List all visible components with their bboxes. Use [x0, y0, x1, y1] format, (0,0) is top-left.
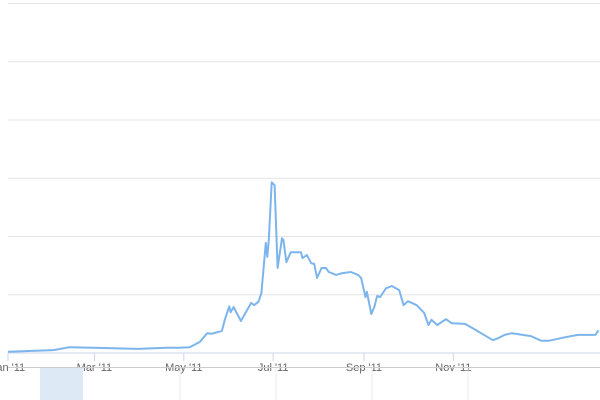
navigator[interactable]: [8, 367, 600, 400]
series-line: [7, 181, 600, 353]
grid-lines: [8, 3, 600, 296]
navigator-selection: [40, 368, 83, 400]
